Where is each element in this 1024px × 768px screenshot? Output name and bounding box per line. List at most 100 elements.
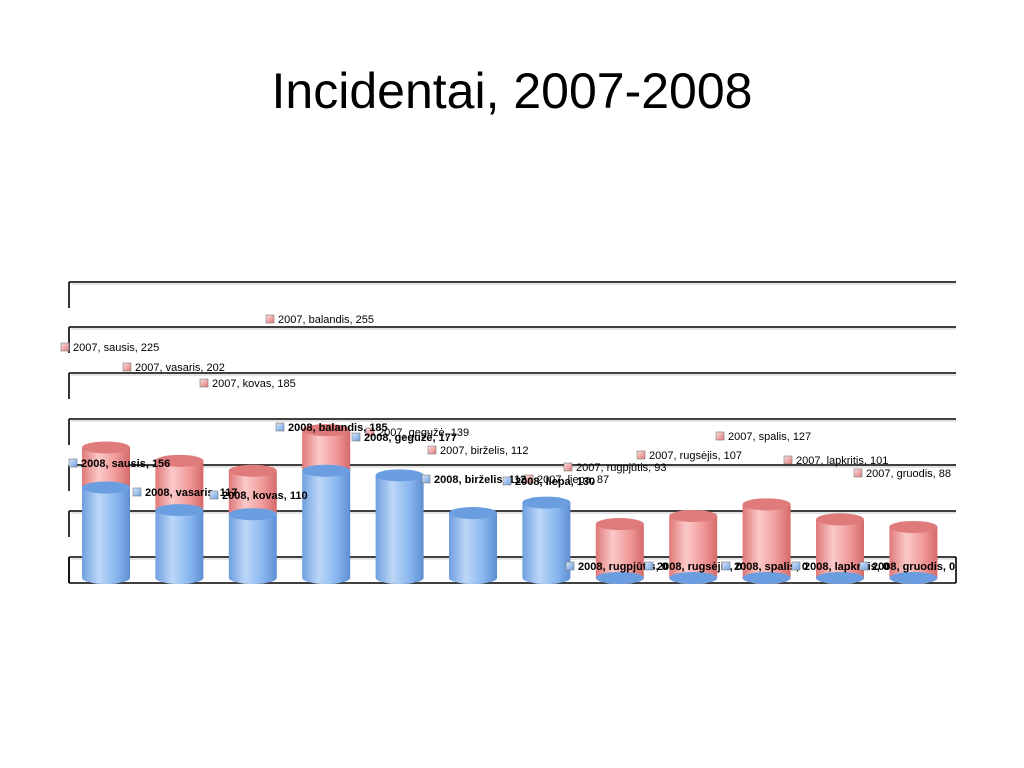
legend-marker	[715, 431, 725, 441]
data-label-text: 2007, balandis, 255	[278, 314, 374, 326]
bar-column	[522, 496, 571, 584]
bar-column	[82, 441, 130, 584]
data-label: 2007, birželis, 112	[427, 445, 528, 457]
bar-2008	[742, 572, 791, 584]
data-label-text: 2008, sausis, 156	[81, 458, 170, 470]
data-label: 2007, liepa, 87	[524, 474, 609, 486]
legend-marker	[199, 378, 209, 388]
bar-2008	[449, 507, 497, 584]
data-label: 2007, sausis, 225	[60, 342, 159, 354]
bar-2008	[595, 572, 644, 584]
data-label-text: 2008, spalis, 0	[734, 561, 808, 573]
gridline	[68, 372, 956, 399]
gridline	[68, 464, 956, 491]
chart-floor	[68, 557, 957, 584]
legend-marker	[783, 455, 793, 465]
data-label: 2008, liepa, 130	[502, 476, 595, 488]
data-label: 2007, spalis, 127	[715, 431, 811, 443]
data-label: 2007, kovas, 185	[199, 378, 296, 390]
data-label-text: 2007, vasaris, 202	[135, 362, 225, 374]
bar-2007	[82, 441, 130, 494]
data-label-text: 2007, birželis, 112	[440, 445, 528, 457]
legend-marker	[351, 432, 361, 442]
bar-column	[742, 498, 791, 584]
data-label-text: 2007, sausis, 225	[73, 342, 159, 354]
data-label-text: 2008, birželis, 112	[434, 474, 526, 486]
legend-marker	[565, 561, 575, 571]
legend-marker	[502, 476, 512, 486]
data-label: 2007, gruodis, 88	[853, 468, 951, 480]
data-label-text: 2007, rugpjūtis, 93	[576, 462, 667, 474]
bar-column	[669, 509, 718, 584]
bar-column	[816, 513, 864, 584]
bar-2007	[228, 464, 277, 521]
data-label-text: 2008, balandis, 185	[288, 422, 388, 434]
legend-marker	[122, 362, 132, 372]
data-label-text: 2008, gegužė, 177	[364, 432, 457, 444]
data-label: 2008, gruodis, 0	[859, 561, 955, 573]
legend-marker	[60, 342, 70, 352]
chart-bars	[82, 424, 938, 584]
bar-2008	[155, 504, 204, 584]
bar-2008	[228, 508, 277, 584]
data-label: 2007, rugpjūtis, 93	[563, 462, 667, 474]
legend-marker	[644, 561, 654, 571]
legend-marker	[563, 462, 573, 472]
bar-column	[449, 507, 497, 584]
bar-2008	[816, 572, 864, 584]
gridline	[68, 326, 956, 353]
bar-2008	[302, 464, 351, 584]
legend-marker	[636, 450, 646, 460]
chart-data-labels: 2007, sausis, 225 2007, vasaris, 202 2007,…	[60, 314, 955, 573]
legend-marker	[791, 561, 801, 571]
legend-marker	[365, 427, 375, 437]
legend-marker	[275, 422, 285, 432]
bar-2007	[155, 454, 204, 517]
gridline	[68, 418, 956, 445]
data-label: 2007, lapkritis, 101	[783, 455, 888, 467]
data-label: 2008, kovas, 110	[209, 490, 308, 502]
data-label-text: 2007, spalis, 127	[728, 431, 811, 443]
chart-gridlines	[68, 281, 957, 584]
legend-marker	[859, 561, 869, 571]
bar-2008	[889, 572, 938, 584]
bar-2007	[302, 424, 351, 477]
legend-marker	[524, 474, 534, 484]
bar-column	[595, 518, 644, 584]
data-label: 2008, spalis, 0	[721, 561, 808, 573]
legend-marker	[421, 474, 431, 484]
data-label: 2007, gegužė, 139	[365, 427, 469, 439]
bar-2008	[375, 469, 424, 584]
bar-column	[375, 469, 424, 584]
data-label-text: 2007, gruodis, 88	[866, 468, 951, 480]
legend-marker	[853, 468, 863, 478]
data-label-text: 2008, rugsėjis, 0	[657, 561, 742, 573]
data-label-text: 2007, liepa, 87	[537, 474, 609, 486]
legend-marker	[132, 487, 142, 497]
gridline	[68, 281, 956, 308]
data-label: 2008, balandis, 185	[275, 422, 388, 434]
data-label: 2007, rugsėjis, 107	[636, 450, 742, 462]
data-label-text: 2008, gruodis, 0	[872, 561, 955, 573]
legend-marker	[427, 445, 437, 455]
data-label-text: 2008, rugpjūtis, 0	[578, 561, 668, 573]
bar-2008	[522, 496, 571, 584]
data-label-text: 2008, liepa, 130	[515, 476, 595, 488]
data-label-text: 2007, rugsėjis, 107	[649, 450, 742, 462]
data-label-text: 2008, kovas, 110	[222, 490, 308, 502]
gridline	[68, 510, 956, 537]
bar-column	[889, 520, 938, 584]
bar-column	[228, 464, 277, 584]
data-label: 2007, balandis, 255	[265, 314, 374, 326]
data-label: 2008, sausis, 156	[68, 458, 170, 470]
legend-marker	[265, 314, 275, 324]
data-label: 2008, rugsėjis, 0	[644, 561, 742, 573]
data-label: 2008, gegužė, 177	[351, 432, 457, 444]
data-label-text: 2007, kovas, 185	[212, 378, 296, 390]
bar-2008	[669, 572, 718, 584]
legend-marker	[209, 490, 219, 500]
legend-marker	[721, 561, 731, 571]
legend-marker	[68, 458, 78, 468]
data-label: 2007, vasaris, 202	[122, 362, 225, 374]
